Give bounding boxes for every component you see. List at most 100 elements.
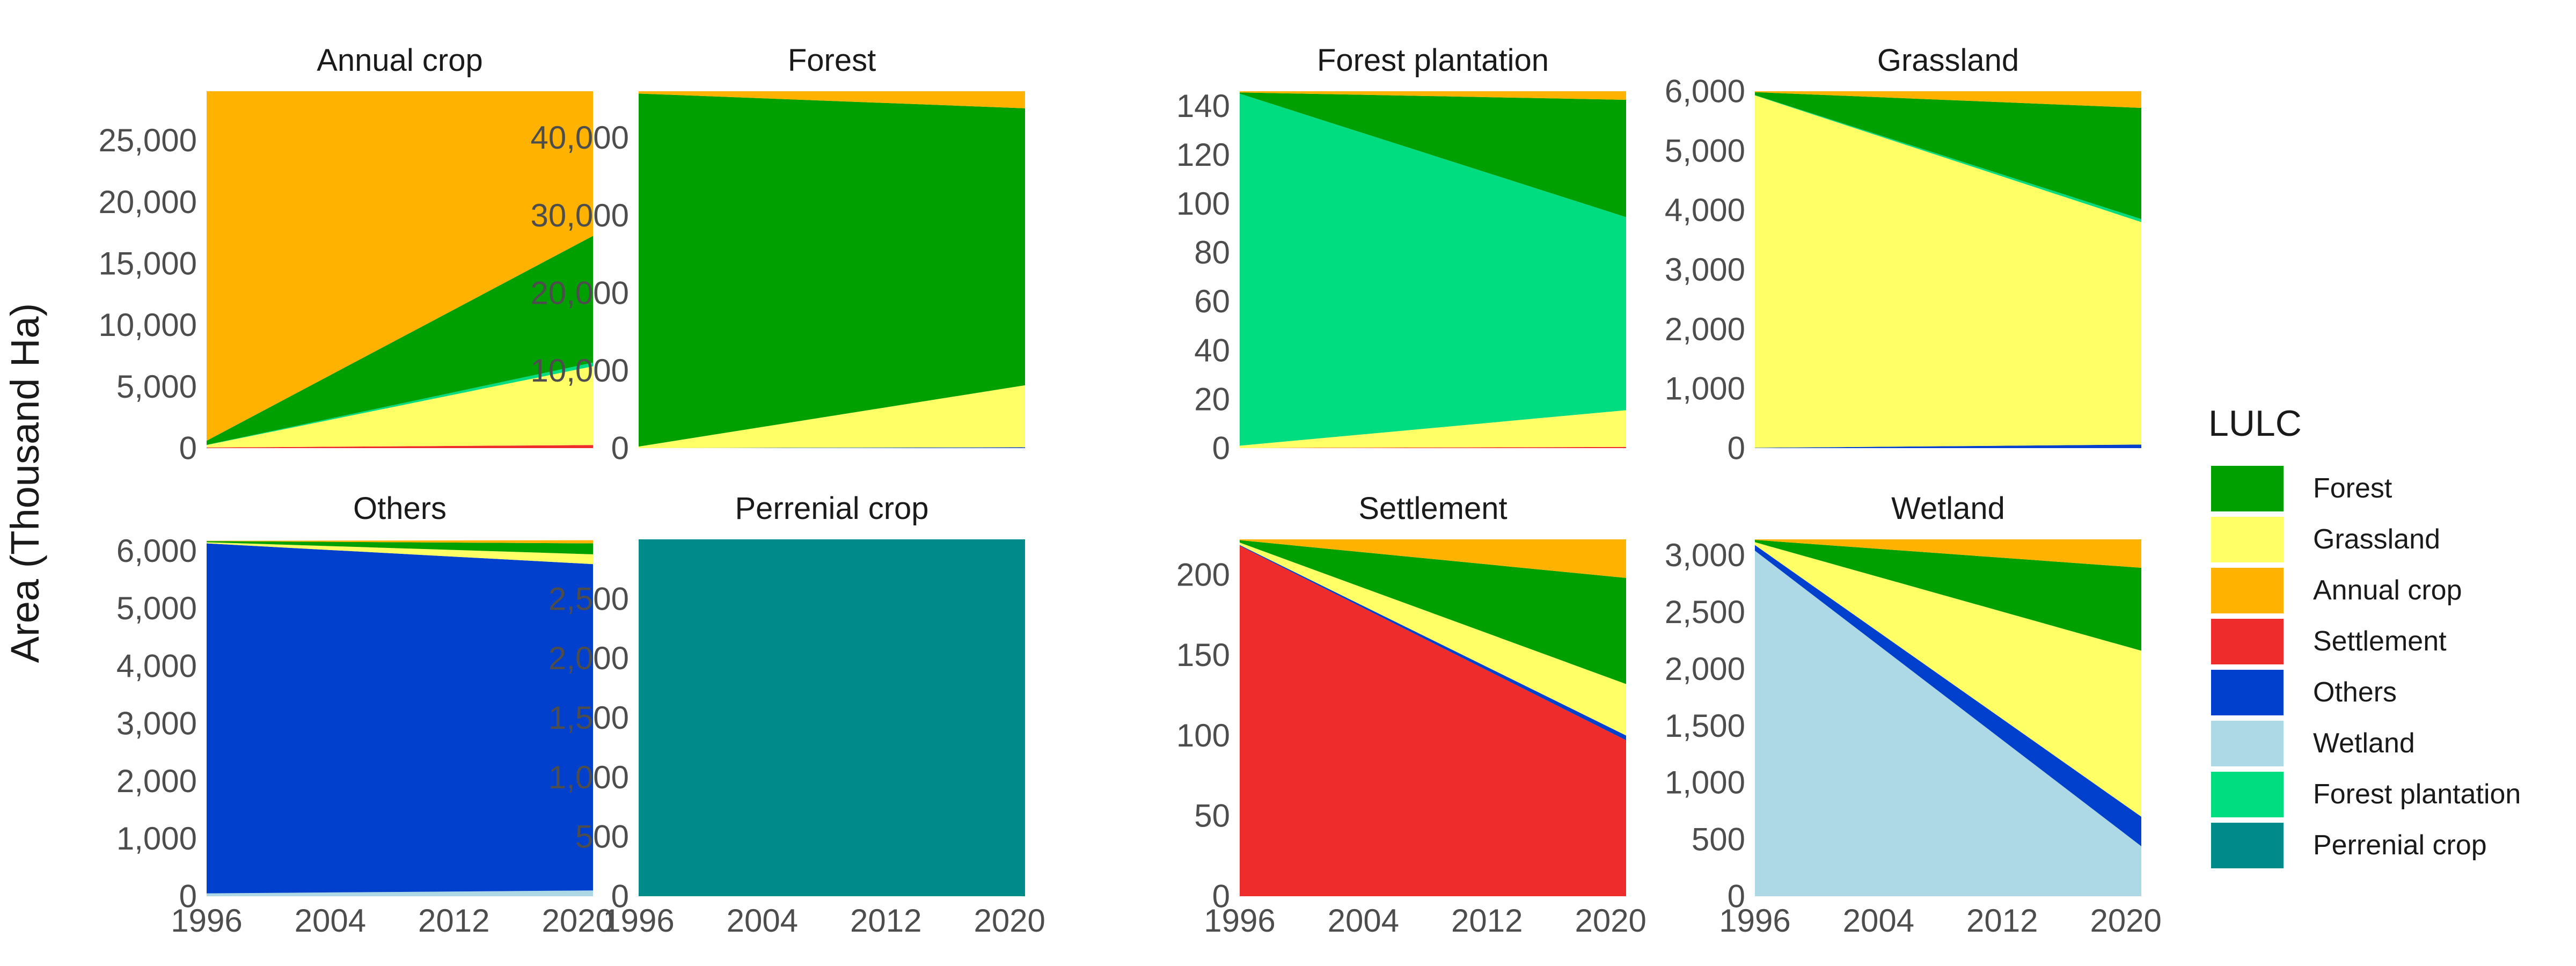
panel-title: Settlement <box>1358 491 1507 526</box>
y-tick-label: 6,000 <box>1665 74 1745 109</box>
legend-swatch <box>2211 772 2284 817</box>
y-tick-label: 30,000 <box>530 197 629 233</box>
legend-label: Perrenial crop <box>2313 830 2487 861</box>
y-tick-label: 20,000 <box>98 184 197 220</box>
legend-item-forest-plantation: Forest plantation <box>2211 772 2521 817</box>
area-grassland <box>1755 542 2141 817</box>
panel-title: Forest plantation <box>1317 43 1549 78</box>
area-grassland <box>639 385 1025 448</box>
y-axis-title: Area (Thousand Ha) <box>3 303 47 663</box>
x-tick-label: 2004 <box>295 903 366 939</box>
area-forest <box>1755 540 2141 651</box>
panel-settlement: Settlement 0 50 100 150 200 1996 2004 2012 2020 <box>1176 491 1646 939</box>
y-tick-label: 5,000 <box>1665 133 1745 169</box>
y-tick-label: 15,000 <box>98 246 197 282</box>
y-tick-label: 0 <box>1212 879 1230 914</box>
x-tick-label: 2020 <box>541 903 613 939</box>
y-tick-label: 0 <box>611 430 629 466</box>
y-tick-label: 20,000 <box>530 275 629 311</box>
legend-item-wetland: Wetland <box>2211 721 2415 766</box>
x-tick-label: 2012 <box>418 903 489 939</box>
y-tick-label: 2,500 <box>548 581 629 617</box>
y-tick-label: 0 <box>1212 430 1230 466</box>
panel-title: Grassland <box>1877 43 2019 78</box>
legend-swatch <box>2211 517 2284 562</box>
legend-swatch <box>2211 466 2284 511</box>
panel-title: Perrenial crop <box>735 491 928 526</box>
y-tick-label: 20 <box>1194 381 1230 417</box>
y-tick-label: 2,000 <box>1665 651 1745 687</box>
area-grassland <box>207 542 593 565</box>
area-wetland <box>207 890 593 896</box>
y-tick-label: 500 <box>1692 822 1745 858</box>
y-tick-label: 40 <box>1194 332 1230 368</box>
x-tick-label: 1996 <box>1719 903 1790 939</box>
y-tick-label: 6,000 <box>116 533 197 569</box>
y-tick-label: 4,000 <box>116 648 197 684</box>
y-tick-label: 500 <box>575 819 629 855</box>
area-wetland <box>1755 551 2141 896</box>
y-tick-label: 10,000 <box>98 307 197 343</box>
legend-item-settlement: Settlement <box>2211 619 2447 664</box>
y-tick-label: 2,000 <box>548 640 629 676</box>
y-tick-label: 3,000 <box>1665 537 1745 573</box>
x-tick-label: 2004 <box>1843 903 1914 939</box>
area-settlement <box>207 445 593 448</box>
legend-swatch <box>2211 670 2284 715</box>
panel-forest: Forest 0 10,000 20,000 30,000 40,000 <box>530 43 1025 466</box>
area-annual-crop <box>1755 539 2141 568</box>
legend-item-grassland: Grassland <box>2211 517 2440 562</box>
panel-annual-crop: Annual crop 0 5,000 10,000 15,000 20,000 25,00… <box>98 43 593 466</box>
y-tick-label: 0 <box>611 879 629 914</box>
y-tick-label: 0 <box>1728 430 1745 466</box>
area-grassland <box>1240 410 1626 448</box>
y-tick-label: 100 <box>1176 718 1230 753</box>
y-tick-label: 3,000 <box>1665 252 1745 288</box>
legend-label: Others <box>2313 677 2397 708</box>
y-tick-label: 80 <box>1194 235 1230 270</box>
x-tick-label: 2004 <box>727 903 798 939</box>
y-tick-label: 5,000 <box>116 369 197 405</box>
y-tick-label: 0 <box>179 879 197 914</box>
panel-title: Wetland <box>1891 491 2005 526</box>
facet-panels: Annual crop 0 5,000 10,000 15,000 20,000 25,00… <box>98 43 2161 939</box>
area-forest <box>207 541 593 554</box>
legend-label: Settlement <box>2313 626 2447 657</box>
y-tick-label: 2,500 <box>1665 594 1745 630</box>
area-annual-crop <box>207 91 593 441</box>
x-tick-label: 2020 <box>974 903 1045 939</box>
y-tick-label: 2,000 <box>116 763 197 799</box>
x-tick-label: 2004 <box>1328 903 1399 939</box>
y-tick-label: 1,500 <box>548 700 629 736</box>
y-tick-label: 1,500 <box>1665 708 1745 744</box>
legend-label: Wetland <box>2313 728 2415 759</box>
y-tick-label: 1,000 <box>1665 765 1745 801</box>
x-tick-label: 1996 <box>171 903 242 939</box>
area-forest-plantation <box>1240 93 1626 446</box>
legend-item-annual-crop: Annual crop <box>2211 568 2462 613</box>
area-forest-plantation <box>1755 95 2141 222</box>
area-grassland <box>1755 95 2141 448</box>
panel-perrenial-crop: Perrenial crop 0 500 1,000 1,500 2,000 2,500 19… <box>548 491 1045 939</box>
x-tick-label: 2012 <box>1451 903 1523 939</box>
y-tick-label: 1,000 <box>548 759 629 795</box>
x-tick-label: 2020 <box>1575 903 1646 939</box>
area-annual-crop <box>1240 539 1626 578</box>
x-tick-label: 1996 <box>1204 903 1275 939</box>
legend-label: Forest plantation <box>2313 779 2521 810</box>
legend-label: Forest <box>2313 473 2392 504</box>
y-tick-label: 1,000 <box>1665 371 1745 407</box>
panel-title: Others <box>353 491 447 526</box>
y-tick-label: 150 <box>1176 637 1230 673</box>
area-forest <box>1240 92 1626 217</box>
legend-label: Annual crop <box>2313 575 2462 606</box>
y-tick-label: 120 <box>1176 137 1230 173</box>
area-others <box>207 543 593 894</box>
legend-item-perrenial-crop: Perrenial crop <box>2211 823 2487 868</box>
legend-title: LULC <box>2208 403 2302 444</box>
panel-title: Forest <box>788 43 876 78</box>
area-forest-plantation <box>207 362 593 445</box>
legend-swatch <box>2211 568 2284 613</box>
y-tick-label: 10,000 <box>530 353 629 389</box>
